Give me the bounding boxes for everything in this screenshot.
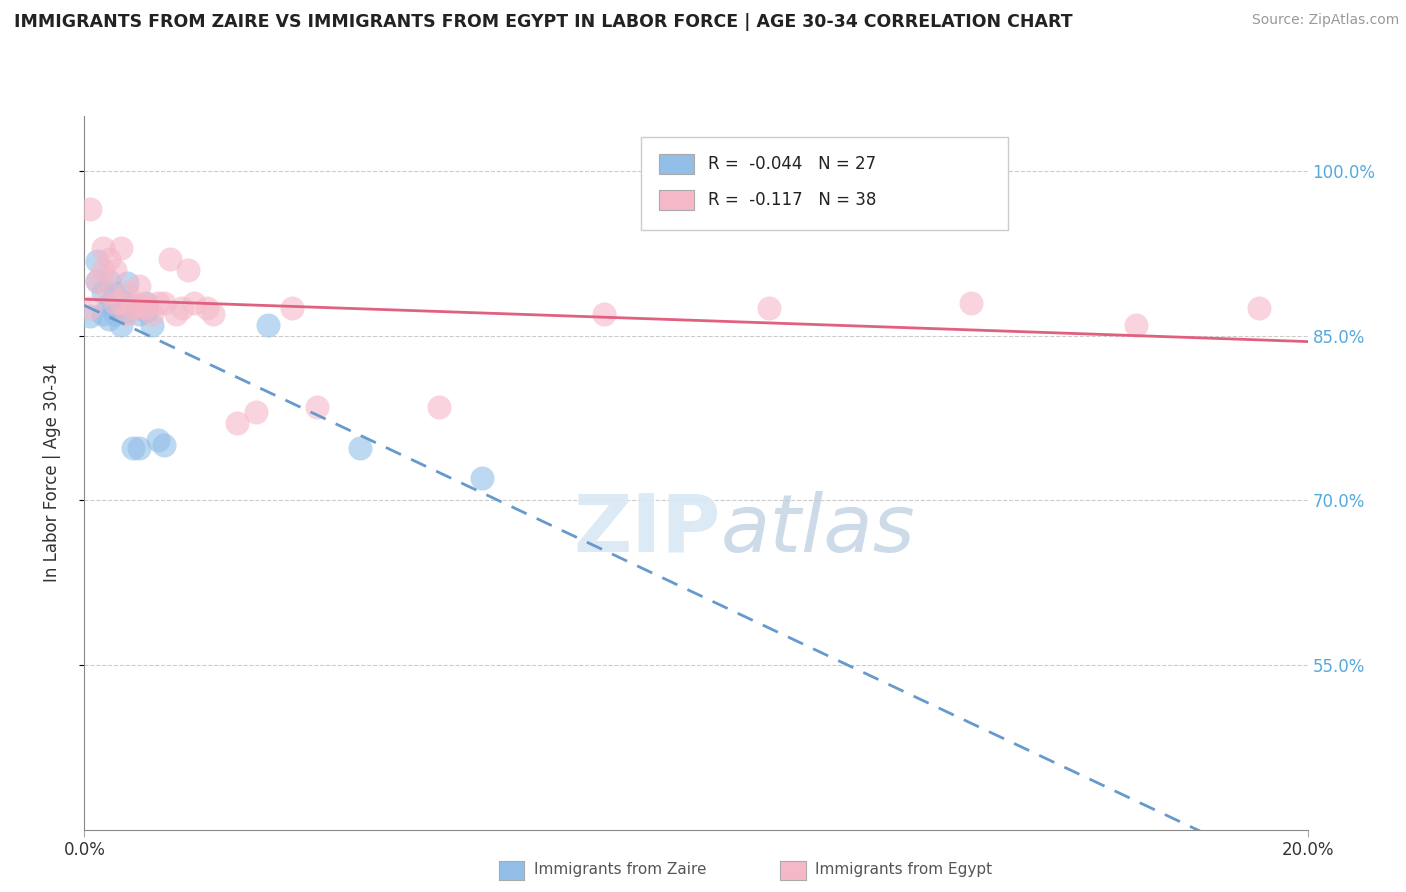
Point [146, 433, 169, 447]
Point [153, 295, 176, 310]
Point [115, 295, 138, 310]
Point [281, 301, 304, 315]
Point [110, 241, 132, 255]
Point [257, 318, 280, 332]
Point [86, 253, 108, 268]
Point [183, 295, 205, 310]
Text: Immigrants from Egypt: Immigrants from Egypt [815, 863, 993, 877]
Point [79, 301, 101, 315]
Text: ZIP: ZIP [574, 491, 720, 569]
Point [91, 262, 114, 277]
Text: Immigrants from Zaire: Immigrants from Zaire [534, 863, 707, 877]
Point [104, 301, 127, 315]
Point [195, 301, 218, 315]
Point [128, 298, 150, 312]
Point [97, 274, 120, 288]
Point [104, 295, 127, 310]
Point [115, 285, 138, 299]
Point [165, 307, 187, 321]
Point [79, 202, 101, 217]
Text: atlas: atlas [720, 491, 915, 569]
Point [146, 295, 169, 310]
Point [172, 301, 194, 315]
Point [245, 405, 267, 419]
Point [115, 304, 138, 318]
Point [104, 262, 127, 277]
Point [110, 295, 132, 310]
Point [141, 307, 163, 321]
Point [177, 262, 200, 277]
Point [128, 279, 150, 293]
Point [128, 441, 150, 455]
Bar [659, 154, 693, 175]
Point [115, 307, 138, 321]
Point [135, 298, 157, 312]
Text: IMMIGRANTS FROM ZAIRE VS IMMIGRANTS FROM EGYPT IN LABOR FORCE | AGE 30-34 CORREL: IMMIGRANTS FROM ZAIRE VS IMMIGRANTS FROM… [14, 13, 1073, 31]
Point [97, 312, 120, 326]
Point [128, 307, 150, 321]
Point [97, 285, 120, 299]
Point [115, 276, 138, 290]
Point [91, 285, 114, 299]
Text: Source: ZipAtlas.com: Source: ZipAtlas.com [1251, 13, 1399, 28]
Point [201, 307, 224, 321]
Point [122, 301, 145, 315]
Point [86, 274, 108, 288]
Point [1125, 318, 1147, 332]
Bar [659, 190, 693, 211]
Point [104, 286, 127, 301]
Point [153, 438, 176, 452]
Point [97, 252, 120, 266]
Point [305, 400, 328, 414]
Point [593, 307, 616, 321]
Point [110, 318, 132, 332]
Point [135, 304, 157, 318]
Point [79, 309, 101, 323]
Point [141, 318, 163, 332]
Point [226, 417, 249, 431]
FancyBboxPatch shape [641, 137, 1008, 230]
Point [91, 307, 114, 321]
Point [758, 301, 780, 315]
Point [960, 295, 983, 310]
Y-axis label: In Labor Force | Age 30-34: In Labor Force | Age 30-34 [42, 363, 60, 582]
Point [135, 295, 157, 310]
Point [159, 252, 181, 266]
Text: R =  -0.044   N = 27: R = -0.044 N = 27 [709, 155, 876, 173]
Point [104, 307, 127, 321]
Point [97, 298, 120, 312]
Point [122, 441, 145, 455]
Point [91, 241, 114, 255]
Point [471, 471, 494, 485]
Text: R =  -0.117   N = 38: R = -0.117 N = 38 [709, 191, 876, 209]
Point [349, 441, 371, 455]
Point [427, 400, 450, 414]
Point [135, 301, 157, 315]
Point [1247, 301, 1270, 315]
Point [86, 274, 108, 288]
Point [110, 295, 132, 310]
